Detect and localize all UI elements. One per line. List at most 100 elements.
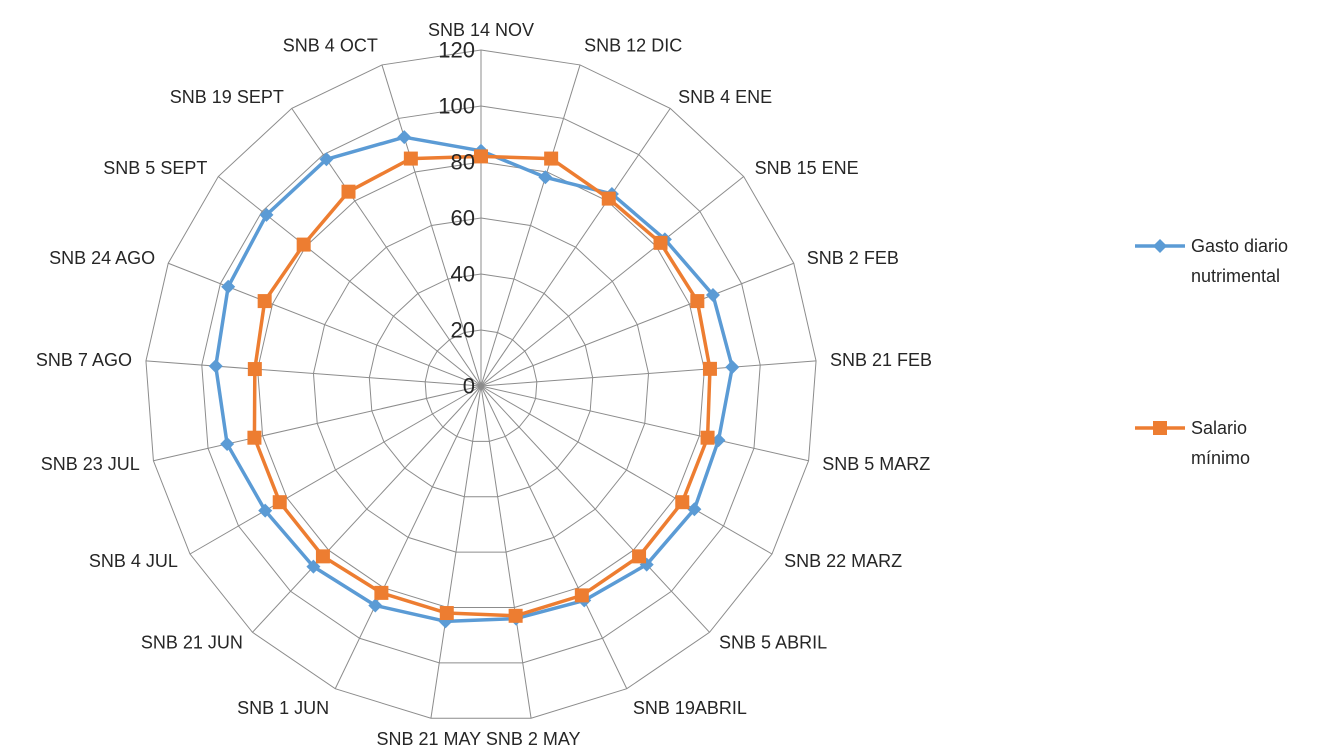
data-point-marker <box>439 606 454 621</box>
category-label: SNB 21 FEB <box>830 350 932 370</box>
category-label: SNB 21 MAY <box>376 729 481 748</box>
grid-spoke <box>145 360 482 387</box>
data-point-marker <box>687 502 702 517</box>
category-label: SNB 2 MAY <box>486 729 581 748</box>
grid-spoke <box>480 385 773 555</box>
category-label: SNB 19ABRIL <box>633 698 747 718</box>
category-label: SNB 22 MARZ <box>784 551 902 571</box>
data-point-marker <box>705 287 720 302</box>
tick-label: 80 <box>451 150 475 175</box>
data-point-marker <box>574 588 589 603</box>
data-point-marker <box>403 151 418 166</box>
grid-spoke <box>480 262 794 387</box>
grid-spoke <box>291 108 482 387</box>
data-point-marker <box>544 151 559 166</box>
data-point-marker <box>374 585 389 600</box>
grid-ring <box>368 273 594 498</box>
tick-label: 20 <box>451 318 475 343</box>
grid-spoke <box>430 385 482 719</box>
series-group <box>247 149 717 623</box>
grid-spoke <box>480 360 817 387</box>
grid-spoke <box>480 176 745 387</box>
data-point-marker <box>315 549 330 564</box>
series-line <box>252 154 712 618</box>
legend-label: nutrimental <box>1191 266 1280 286</box>
legend: Gasto diario nutrimental Salario mínimo <box>1135 236 1288 468</box>
data-point-marker <box>247 362 262 377</box>
category-label: SNB 5 SEPT <box>103 158 207 178</box>
data-point-marker <box>259 207 274 222</box>
grid-ring <box>201 105 761 664</box>
series-line <box>213 135 735 624</box>
data-point-marker <box>368 598 383 613</box>
category-label: SNB 4 ENE <box>678 87 772 107</box>
data-point-marker <box>341 184 356 199</box>
category-label: SNB 2 FEB <box>807 248 899 268</box>
grid-spoke <box>381 64 482 387</box>
data-point-marker <box>319 152 334 167</box>
data-point-marker <box>272 495 287 510</box>
category-label: SNB 14 NOV <box>428 20 534 40</box>
data-point-marker <box>257 294 272 309</box>
data-point-marker <box>725 360 740 375</box>
grid-spoke <box>334 385 482 689</box>
category-label: SNB 5 ABRIL <box>719 633 827 653</box>
legend-label: mínimo <box>1191 448 1250 468</box>
data-point-marker <box>1153 421 1167 435</box>
tick-label: 60 <box>451 206 475 231</box>
grid-spoke <box>480 108 671 387</box>
category-label: SNB 21 JUN <box>141 633 243 653</box>
tick-label: 120 <box>438 38 475 63</box>
data-point-marker <box>690 294 705 309</box>
grid-ring <box>257 161 705 608</box>
data-point-marker <box>221 279 236 294</box>
data-point-marker <box>247 430 262 445</box>
data-point-marker <box>675 495 690 510</box>
legend-item: Salario mínimo <box>1135 418 1250 468</box>
category-label: SNB 24 AGO <box>49 248 155 268</box>
category-label: SNB 15 ENE <box>755 158 859 178</box>
data-point-marker <box>1153 239 1167 253</box>
category-label: SNB 23 JUL <box>41 454 140 474</box>
data-point-marker <box>474 149 488 164</box>
tick-label: 100 <box>438 94 475 119</box>
tick-label: 0 <box>463 374 475 399</box>
grid-spoke <box>480 385 809 462</box>
grid-spoke <box>217 176 482 387</box>
data-point-marker <box>508 608 523 623</box>
grid-ring <box>312 217 650 553</box>
category-label: SNB 12 DIC <box>584 36 682 56</box>
data-point-marker <box>208 359 223 374</box>
grid-spoke <box>153 385 482 462</box>
grid-ring <box>424 329 538 442</box>
grid-spoke <box>168 262 482 387</box>
data-point-marker <box>711 433 726 448</box>
data-point-marker <box>258 503 273 518</box>
legend-label: Gasto diario <box>1191 236 1288 256</box>
grid-spoke <box>189 385 482 555</box>
category-label: SNB 5 MARZ <box>822 454 930 474</box>
category-label: SNB 19 SEPT <box>170 87 284 107</box>
grid-spoke <box>480 385 532 719</box>
category-label: SNB 7 AGO <box>36 350 132 370</box>
data-point-marker <box>601 191 616 206</box>
data-point-marker <box>538 170 553 185</box>
data-point-marker <box>700 430 715 445</box>
data-point-marker <box>296 237 311 252</box>
grid-spoke <box>252 385 482 633</box>
grid-spoke <box>480 385 710 633</box>
category-labels: SNB 14 NOV SNB 12 DIC SNB 4 ENE SNB 15 ENE S… <box>36 20 932 748</box>
radial-tick-labels: 0 20 40 60 80 100 120 <box>438 38 475 399</box>
tick-label: 40 <box>451 262 475 287</box>
grid-spoke <box>480 64 581 387</box>
data-point-marker <box>702 361 717 376</box>
category-label: SNB 4 OCT <box>283 36 378 56</box>
category-label: SNB 1 JUN <box>237 698 329 718</box>
data-point-marker <box>653 235 668 250</box>
radar-series <box>208 130 740 629</box>
data-point-marker <box>632 549 647 564</box>
legend-item: Gasto diario nutrimental <box>1135 236 1288 286</box>
legend-label: Salario <box>1191 418 1247 438</box>
data-point-marker <box>397 130 412 145</box>
grid-ring <box>145 49 817 719</box>
